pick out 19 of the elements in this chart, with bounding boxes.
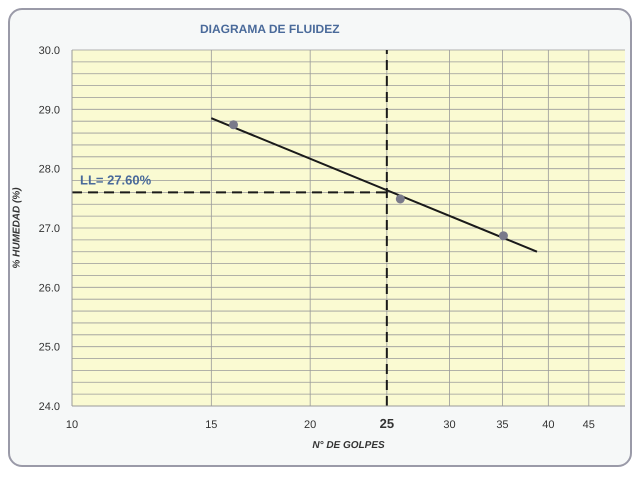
x-tick-label: 15 [205, 419, 218, 431]
x-tick-label: 45 [582, 419, 595, 431]
x-tick-label: 35 [496, 419, 509, 431]
x-axis-title: N° DE GOLPES [312, 440, 385, 451]
y-tick-label: 28.0 [38, 164, 60, 176]
x-tick-label: 25 [380, 416, 394, 431]
y-axis-title: % HUMEDAD (%) [12, 186, 23, 269]
y-tick-label: 30.0 [38, 45, 60, 57]
y-tick-label: 29.0 [38, 104, 60, 116]
y-tick-label: 27.0 [38, 223, 60, 235]
x-tick-label: 10 [66, 419, 78, 431]
chart-title: DIAGRAMA DE FLUIDEZ [200, 22, 340, 36]
x-tick-label: 40 [542, 419, 554, 431]
y-tick-label: 25.0 [38, 342, 60, 354]
y-tick-label: 26.0 [38, 282, 60, 294]
ref-line-label: LL= 27.60% [80, 172, 152, 188]
y-tick-label: 24.0 [38, 401, 60, 413]
x-tick-label: 20 [304, 419, 316, 431]
x-tick-label: 30 [443, 419, 456, 431]
